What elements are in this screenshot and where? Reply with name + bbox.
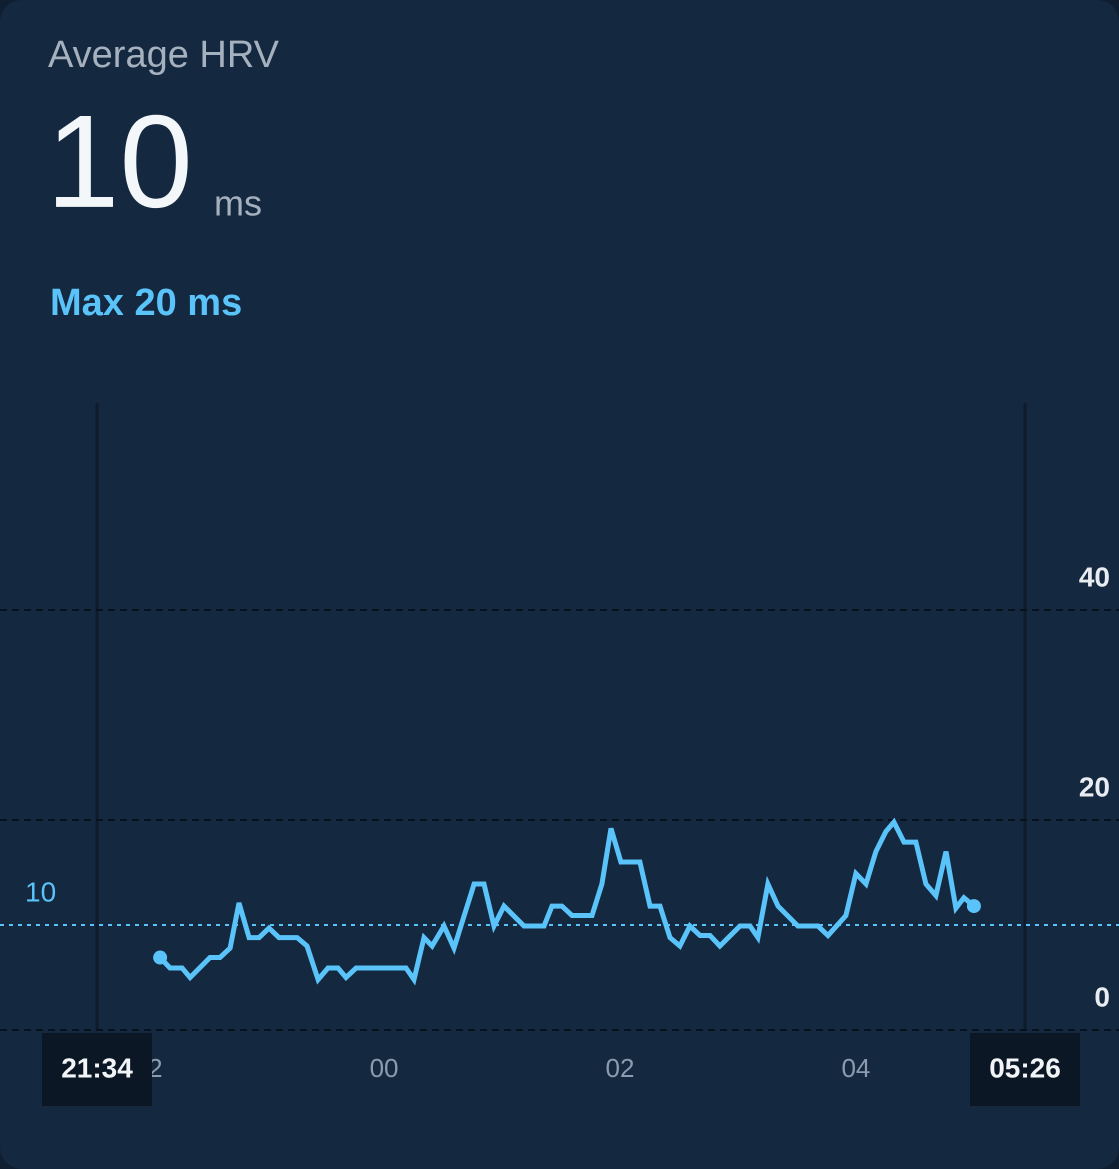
headline-value: 10 <box>46 88 193 235</box>
end-dot <box>153 950 168 965</box>
hrv-line <box>158 817 976 986</box>
range-label: 21:34 <box>61 1052 133 1083</box>
x-tick-label: 00 <box>370 1053 399 1083</box>
range-label-box <box>42 1033 152 1106</box>
range-label: 05:26 <box>989 1052 1061 1083</box>
y-tick-label: 0 <box>1094 981 1110 1012</box>
average-label: 10 <box>25 876 56 907</box>
x-tick-label: 02 <box>606 1053 635 1083</box>
max-label: Max 20 ms <box>50 282 242 324</box>
end-dot <box>966 899 981 914</box>
range-label-box <box>970 1033 1080 1106</box>
y-tick-label: 40 <box>1079 561 1110 592</box>
x-tick-label: 04 <box>841 1053 870 1083</box>
y-tick-label: 20 <box>1079 771 1110 802</box>
headline-unit: ms <box>214 183 262 224</box>
card-title: Average HRV <box>48 34 280 76</box>
